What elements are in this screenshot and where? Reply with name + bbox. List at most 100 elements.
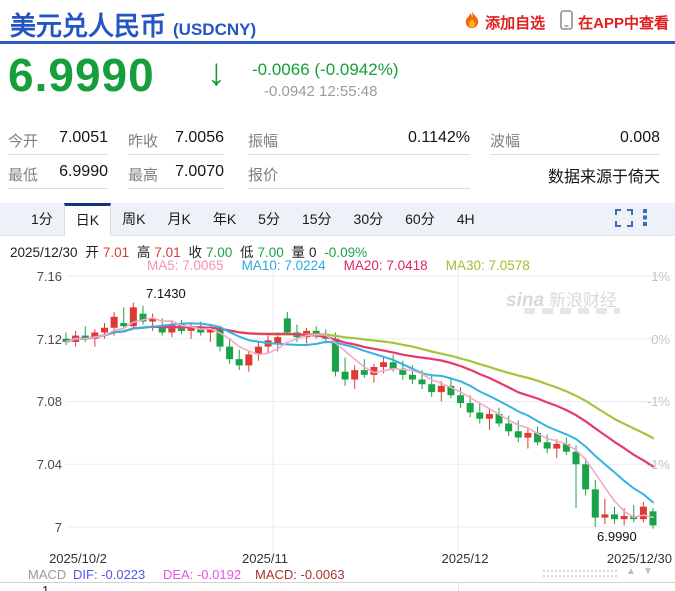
price-change: -0.0066 (-0.0942%) <box>252 60 399 79</box>
k-pct: -0.09% <box>324 245 368 260</box>
x-axis-label: 2025/10/2 <box>49 551 107 566</box>
macd-indicator-label[interactable]: MACD <box>28 567 67 582</box>
watermark-brand: sina <box>506 290 545 311</box>
y-axis-tick: 7.12 <box>36 332 62 347</box>
k-date: 2025/12/30 <box>10 245 78 260</box>
stat-label: 最低 <box>8 167 39 184</box>
stat-label: 昨收 <box>128 133 159 150</box>
fullscreen-icon[interactable] <box>615 209 633 232</box>
tab-30min[interactable]: 30分 <box>353 211 384 227</box>
k-high: 7.01 <box>154 245 181 260</box>
tab-4h[interactable]: 4H <box>456 211 475 227</box>
y-axis-tick: 7.08 <box>36 394 62 409</box>
stat-range: 波幅 0.008 <box>490 127 660 155</box>
x-axis-label: 2025/12 <box>441 551 489 566</box>
tab-monthly-k[interactable]: 月K <box>167 211 191 227</box>
pct-axis-tick: 1% <box>651 269 670 284</box>
ma-legend: MA5: 7.0065 MA10: 7.0224 MA20: 7.0418 MA30:… <box>147 258 548 273</box>
stat-label: 振幅 <box>248 133 279 150</box>
instrument-symbol: (USDCNY) <box>173 20 257 39</box>
pct-axis-tick: -1% <box>646 457 670 472</box>
tab-yearly-k[interactable]: 年K <box>212 211 237 227</box>
y-axis-tick: 7.04 <box>36 457 62 472</box>
stat-value: 0.1142% <box>408 129 470 146</box>
ma20-line <box>64 325 655 468</box>
ma5-line <box>65 317 654 519</box>
stat-label: 最高 <box>128 167 159 184</box>
stat-open: 今开 7.0051 <box>8 127 108 155</box>
stat-value: 数据来源于倚天 <box>547 169 660 186</box>
macd-dea-value: DEA: -0.0192 <box>163 567 242 582</box>
data-source-note: 数据来源于倚天 <box>490 161 660 188</box>
pct-axis-tick: 0% <box>651 332 670 347</box>
page-header: 美元兑人民币 (USDCNY) 添加自选 在APP中查看 <box>0 0 675 44</box>
k-close-label: 收 <box>188 245 202 260</box>
ma5-legend: MA5: 7.0065 <box>147 258 224 273</box>
price-down-arrow-icon: ↓ <box>207 52 226 94</box>
tab-daily-k[interactable]: 日K <box>63 203 112 236</box>
add-watchlist-button[interactable]: 添加自选 <box>485 15 546 32</box>
k-low: 7.00 <box>257 245 284 260</box>
macd-axis-tick: 1 <box>42 583 50 591</box>
watermark-name: 新浪财经 <box>549 291 618 310</box>
stat-prev-close: 昨收 7.0056 <box>128 127 224 155</box>
k-open: 7.01 <box>102 245 130 260</box>
header-actions: 添加自选 在APP中查看 <box>464 10 669 35</box>
k-high-label: 高 <box>136 245 151 260</box>
x-axis-label: 2025/11 <box>241 551 289 566</box>
ma10-legend: MA10: 7.0224 <box>241 258 326 273</box>
tab-15min[interactable]: 15分 <box>301 211 332 227</box>
instrument-name: 美元兑人民币 <box>10 11 167 41</box>
stat-low: 最低 6.9990 <box>8 161 108 189</box>
ma30-line <box>64 325 655 440</box>
k-volume: 0 <box>309 245 317 260</box>
watermark-subtext <box>524 308 620 314</box>
stat-value: 7.0056 <box>175 129 224 146</box>
ma10-line <box>65 322 654 504</box>
y-axis-tick: 7.16 <box>36 269 62 284</box>
stat-value: 6.9990 <box>59 163 108 180</box>
y-axis-tick: 7 <box>54 520 62 535</box>
pane-divider <box>0 582 675 583</box>
stat-value: 7.0051 <box>59 129 108 146</box>
period-tab-bar: 1分 日K 周K 月K 年K 5分 15分 30分 60分 4H <box>0 203 675 236</box>
last-price: 6.9990 <box>8 49 155 101</box>
low-annotation: 6.9990 <box>597 529 637 544</box>
x-axis-label: 2025/12/30 <box>606 551 672 566</box>
stat-quote: 报价 <box>248 161 470 189</box>
stat-label: 今开 <box>8 133 39 150</box>
view-in-app-button[interactable]: 在APP中查看 <box>578 15 669 32</box>
k-close: 7.00 <box>205 245 233 260</box>
kebab-menu-icon[interactable] <box>643 209 649 231</box>
phone-icon <box>560 10 573 35</box>
chart-range-slider[interactable] <box>543 570 617 577</box>
ma30-legend: MA30: 7.0578 <box>445 258 530 273</box>
flame-icon <box>464 10 480 35</box>
stat-amplitude: 振幅 0.1142% <box>248 127 470 155</box>
k-volume-label: 量 <box>291 245 306 260</box>
price-change-detail: -0.0942 12:55:48 <box>264 83 378 100</box>
page-title: 美元兑人民币 (USDCNY) <box>10 6 256 43</box>
stat-value: 0.008 <box>619 129 660 146</box>
tab-1min[interactable]: 1分 <box>31 211 53 227</box>
k-open-label: 开 <box>85 245 99 260</box>
stat-label: 波幅 <box>490 133 521 150</box>
sina-watermark: sina 新浪财经 <box>506 286 617 312</box>
pane-gridline <box>458 583 459 591</box>
slider-up-icon[interactable]: ▲ <box>626 566 636 577</box>
macd-value: MACD: -0.0063 <box>255 567 345 582</box>
tab-5min[interactable]: 5分 <box>258 211 280 227</box>
slider-down-icon[interactable]: ▼ <box>643 566 653 577</box>
high-annotation: 7.1430 <box>146 286 186 301</box>
stat-label: 报价 <box>248 167 279 184</box>
tab-60min[interactable]: 60分 <box>405 211 435 227</box>
ma20-legend: MA20: 7.0418 <box>343 258 428 273</box>
macd-dif-value: DIF: -0.0223 <box>73 567 146 582</box>
pct-axis-tick: -1% <box>646 394 670 409</box>
candles-layer <box>62 302 657 529</box>
tab-weekly-k[interactable]: 周K <box>122 211 146 227</box>
stat-value: 7.0070 <box>175 163 224 180</box>
k-low-label: 低 <box>239 245 254 260</box>
